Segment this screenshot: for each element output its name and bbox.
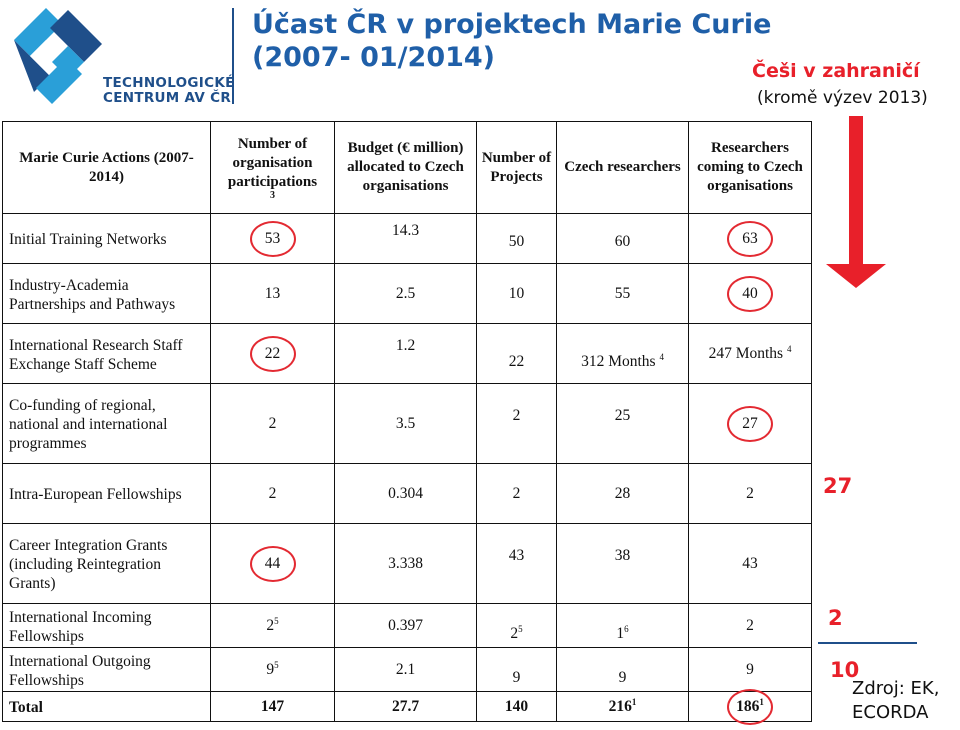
cell-czech: 25 — [556, 383, 689, 464]
cell-budget: 3.338 — [334, 523, 477, 604]
annotation-fraction-numerator: 2 — [828, 606, 843, 630]
table-row: Industry-Academia Partnerships and Pathw… — [2, 263, 812, 324]
cell-projects: 25 — [476, 603, 557, 648]
arrow-down-icon — [826, 116, 886, 288]
table-row: International Outgoing Fellowships 95 2.… — [2, 647, 812, 692]
cell-orgs-total: 147 — [210, 691, 335, 722]
page-title: Účast ČR v projektech Marie Curie (2007-… — [252, 8, 771, 74]
cell-coming: 63 — [688, 213, 812, 264]
cell-budget-total: 27.7 — [334, 691, 477, 722]
cell-czech: 16 — [556, 603, 689, 648]
row-label: Intra-European Fellowships — [2, 463, 211, 524]
cell-czech: 38 — [556, 523, 689, 604]
header-org-participations: Number of organisation participations 3 — [210, 121, 335, 214]
cell-projects: 22 — [476, 323, 557, 384]
row-label: International Outgoing Fellowships — [2, 647, 211, 692]
cell-czech-total: 2161 — [556, 691, 689, 722]
cell-coming: 43 — [688, 523, 812, 604]
cell-projects: 43 — [476, 523, 557, 604]
annotation-fraction-denominator: 10 — [830, 658, 860, 682]
cell-orgs: 95 — [210, 647, 335, 692]
cell-orgs: 53 — [210, 213, 335, 264]
marie-curie-table: Marie Curie Actions (2007-2014) Number o… — [2, 121, 812, 725]
source-line1: Zdroj: EK, — [852, 678, 940, 699]
header-budget: Budget (€ million) allocated to Czech or… — [334, 121, 477, 214]
header-researchers-coming: Researchers coming to Czech organisation… — [688, 121, 812, 214]
row-label: Career Integration Grants (including Rei… — [2, 523, 211, 604]
cell-coming: 2 — [688, 463, 812, 524]
cell-orgs: 2 — [210, 463, 335, 524]
cell-czech: 60 — [556, 213, 689, 264]
cell-coming: 247 Months 4 — [688, 323, 812, 384]
source-note: Zdroj: EK, ECORDA — [852, 677, 939, 725]
cell-coming: 27 — [688, 383, 812, 464]
row-label: Industry-Academia Partnerships and Pathw… — [2, 263, 211, 324]
cell-projects: 9 — [476, 647, 557, 692]
subtitle-czechs-abroad: Češi v zahraničí — [752, 60, 920, 82]
title-line1: Účast ČR v projektech Marie Curie — [252, 9, 772, 40]
header-actions: Marie Curie Actions (2007-2014) — [2, 121, 211, 214]
cell-orgs: 25 — [210, 603, 335, 648]
title-line2: (2007- 01/2014) — [252, 42, 496, 73]
row-label: International Research Staff Exchange St… — [2, 323, 211, 384]
table-row: International Incoming Fellowships 25 0.… — [2, 603, 812, 648]
cell-projects: 2 — [476, 463, 557, 524]
row-label: Initial Training Networks — [2, 213, 211, 264]
fraction-line — [818, 642, 917, 644]
row-label: Co-funding of regional, national and int… — [2, 383, 211, 464]
annotation-27: 27 — [823, 474, 853, 498]
cell-budget: 0.397 — [334, 603, 477, 648]
cell-projects-total: 140 — [476, 691, 557, 722]
header-footnote: 3 — [270, 190, 275, 201]
subtitle-note: (kromě výzev 2013) — [757, 88, 928, 108]
header-org-text: Number of organisation participations — [227, 136, 318, 190]
table-row: Initial Training Networks 53 14.3 50 60 … — [2, 213, 812, 264]
cell-coming: 2 — [688, 603, 812, 648]
table-row: Career Integration Grants (including Rei… — [2, 523, 812, 604]
cell-projects: 2 — [476, 383, 557, 464]
table-row: International Research Staff Exchange St… — [2, 323, 812, 384]
cell-czech: 9 — [556, 647, 689, 692]
cell-czech: 55 — [556, 263, 689, 324]
logo-line2: CENTRUM AV ČR — [103, 90, 232, 106]
cell-budget: 14.3 — [334, 213, 477, 264]
header-projects: Number of Projects — [476, 121, 557, 214]
cell-coming: 9 — [688, 647, 812, 692]
cell-coming: 40 — [688, 263, 812, 324]
tc-logo-icon — [14, 8, 102, 104]
table-header-row: Marie Curie Actions (2007-2014) Number o… — [2, 121, 812, 214]
logo-wordmark: TECHNOLOGICKÉ CENTRUM AV ČR — [103, 76, 235, 106]
table-row: Co-funding of regional, national and int… — [2, 383, 812, 464]
row-label-total: Total — [2, 691, 211, 722]
row-label: International Incoming Fellowships — [2, 603, 211, 648]
logo-divider — [232, 8, 234, 104]
cell-budget: 2.1 — [334, 647, 477, 692]
table-row: Intra-European Fellowships 2 0.304 2 28 … — [2, 463, 812, 524]
source-line2: ECORDA — [852, 702, 929, 723]
cell-budget: 0.304 — [334, 463, 477, 524]
logo-line1: TECHNOLOGICKÉ — [103, 75, 235, 91]
cell-budget: 1.2 — [334, 323, 477, 384]
cell-budget: 3.5 — [334, 383, 477, 464]
cell-czech: 312 Months 4 — [556, 323, 689, 384]
cell-orgs: 22 — [210, 323, 335, 384]
table-total-row: Total 147 27.7 140 2161 1861 — [2, 688, 812, 725]
cell-projects: 50 — [476, 213, 557, 264]
header-czech-researchers: Czech researchers — [556, 121, 689, 214]
cell-coming-total: 1861 — [688, 688, 812, 725]
cell-czech: 28 — [556, 463, 689, 524]
cell-projects: 10 — [476, 263, 557, 324]
cell-orgs: 44 — [210, 523, 335, 604]
cell-budget: 2.5 — [334, 263, 477, 324]
cell-orgs: 13 — [210, 263, 335, 324]
cell-orgs: 2 — [210, 383, 335, 464]
